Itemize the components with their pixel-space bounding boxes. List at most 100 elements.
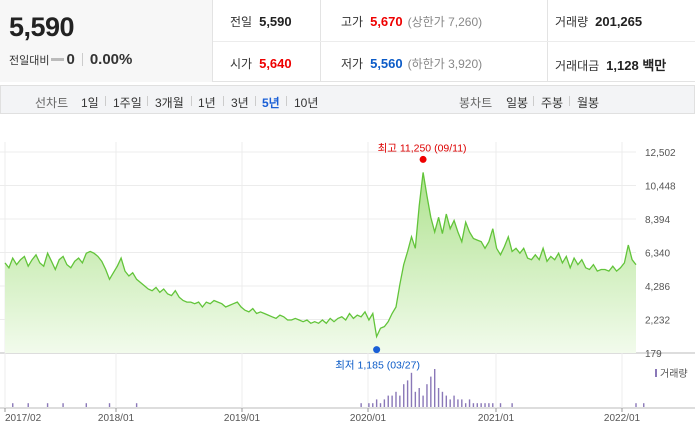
period-3m[interactable]: 3개월 <box>155 96 184 110</box>
high-marker <box>419 155 427 163</box>
volume-bar <box>430 376 432 407</box>
y-tick-label: 12,502 <box>645 148 676 159</box>
x-tick-label: 2017/02 <box>5 413 42 424</box>
line-chart-label: 선차트 <box>35 96 69 110</box>
volume-bar <box>484 403 486 407</box>
high-stat: 고가 5,670 (상한가 7,260) <box>341 13 482 30</box>
period-5y[interactable]: 5년 <box>262 96 280 110</box>
volume-bar <box>468 399 471 407</box>
high-annotation: 최고 11,250 (09/11) <box>378 142 467 154</box>
volume-bar <box>499 403 502 407</box>
period-1w[interactable]: 1주일 <box>113 96 142 110</box>
divider <box>191 96 192 106</box>
volume-value: 201,265 <box>595 14 643 29</box>
volume-bar <box>406 380 409 407</box>
y-tick-label: 4,286 <box>645 282 670 293</box>
low-label: 저가 <box>341 57 364 71</box>
quote-summary: 5,590 전일대비 0 0.00% 전일 5,590 시가 5,640 고가 … <box>0 0 695 82</box>
volume-bar <box>441 391 444 407</box>
volume-bar <box>375 399 378 407</box>
volume-bar <box>461 399 463 407</box>
volume-bar <box>511 403 513 407</box>
high-value: 5,670 <box>370 14 403 29</box>
volume-bar <box>399 395 401 407</box>
period-3y[interactable]: 3년 <box>231 96 249 110</box>
current-price: 5,590 <box>9 12 75 42</box>
volume-bar <box>472 403 475 407</box>
x-tick-label: 2022/01 <box>604 413 641 424</box>
volume-bar <box>85 403 87 407</box>
open-stat: 시가 5,640 <box>230 55 292 72</box>
volume-bar <box>379 403 382 407</box>
open-value: 5,640 <box>259 56 292 71</box>
volume-bar <box>437 388 440 407</box>
price-chart[interactable]: 179 2,232 4,286 6,340 8,394 10,448 12,502 2017… <box>0 120 695 433</box>
y-tick-label: 6,340 <box>645 249 670 260</box>
price-line <box>4 172 637 339</box>
x-tick-label: 2019/01 <box>224 413 261 424</box>
volume-bar <box>414 391 417 407</box>
divider <box>255 96 256 106</box>
volume-legend-swatch <box>655 369 657 377</box>
volume-bar <box>480 403 482 407</box>
x-tick-label: 2020/01 <box>350 413 387 424</box>
volume-bar <box>433 369 436 407</box>
period-10y[interactable]: 10년 <box>294 96 319 110</box>
volume-bar <box>360 403 362 407</box>
volume-bar <box>445 395 448 407</box>
price-change: 전일대비 0 0.00% <box>9 51 132 68</box>
volume-bar <box>387 395 389 407</box>
candle-daily[interactable]: 일봉 <box>506 96 529 110</box>
volume-bar <box>395 391 397 407</box>
volume-bar <box>62 403 64 407</box>
volume-legend: 거래량 <box>660 368 688 380</box>
x-tick-label: 2018/01 <box>98 413 135 424</box>
period-1y[interactable]: 1년 <box>198 96 216 110</box>
y-tick-label: 2,232 <box>645 316 670 327</box>
open-label: 시가 <box>230 57 253 71</box>
volume-bar <box>449 399 451 407</box>
volume-bar <box>108 403 111 407</box>
volume-bar <box>12 403 14 407</box>
y-tick-label: 8,394 <box>645 215 670 226</box>
volume-bar <box>635 403 637 407</box>
prev-close-stat: 전일 5,590 <box>230 13 292 30</box>
period-1d[interactable]: 1일 <box>81 96 99 110</box>
flat-icon <box>51 58 65 61</box>
amount-stat: 거래대금 1,128 백만 <box>555 55 666 74</box>
prev-close-label: 전일 <box>230 15 253 29</box>
divider <box>81 53 83 66</box>
prev-close-value: 5,590 <box>259 14 292 29</box>
change-percent: 0.00% <box>89 51 133 68</box>
volume-bar <box>418 388 420 407</box>
candle-weekly[interactable]: 주봉 <box>541 96 564 110</box>
divider <box>533 96 534 106</box>
y-tick-label: 179 <box>645 349 662 360</box>
y-tick-label: 10,448 <box>645 182 676 193</box>
volume-bar <box>453 395 455 407</box>
high-label: 고가 <box>341 15 364 29</box>
candle-monthly[interactable]: 월봉 <box>577 96 600 110</box>
volume-bar <box>391 395 393 407</box>
low-value: 5,560 <box>370 56 403 71</box>
volume-bar <box>464 403 467 407</box>
volume-bar <box>488 403 490 407</box>
volume-bar <box>476 403 478 407</box>
volume-bar <box>372 403 374 407</box>
volume-bar <box>492 403 494 407</box>
divider <box>223 96 224 106</box>
volume-bar <box>403 384 405 407</box>
change-label: 전일대비 <box>9 54 50 67</box>
volume-bar <box>422 395 424 407</box>
volume-bar <box>426 384 428 407</box>
candle-chart-label: 봉차트 <box>459 96 493 110</box>
volume-bar <box>643 403 645 407</box>
divider <box>286 96 287 106</box>
change-value: 0 <box>66 51 75 68</box>
x-tick-label: 2021/01 <box>478 413 515 424</box>
volume-bar <box>457 399 459 407</box>
upper-limit: (상한가 7,260) <box>407 15 483 29</box>
price-area <box>5 172 636 353</box>
volume-stat: 거래량 201,265 <box>555 13 642 30</box>
volume-bar <box>383 399 386 407</box>
